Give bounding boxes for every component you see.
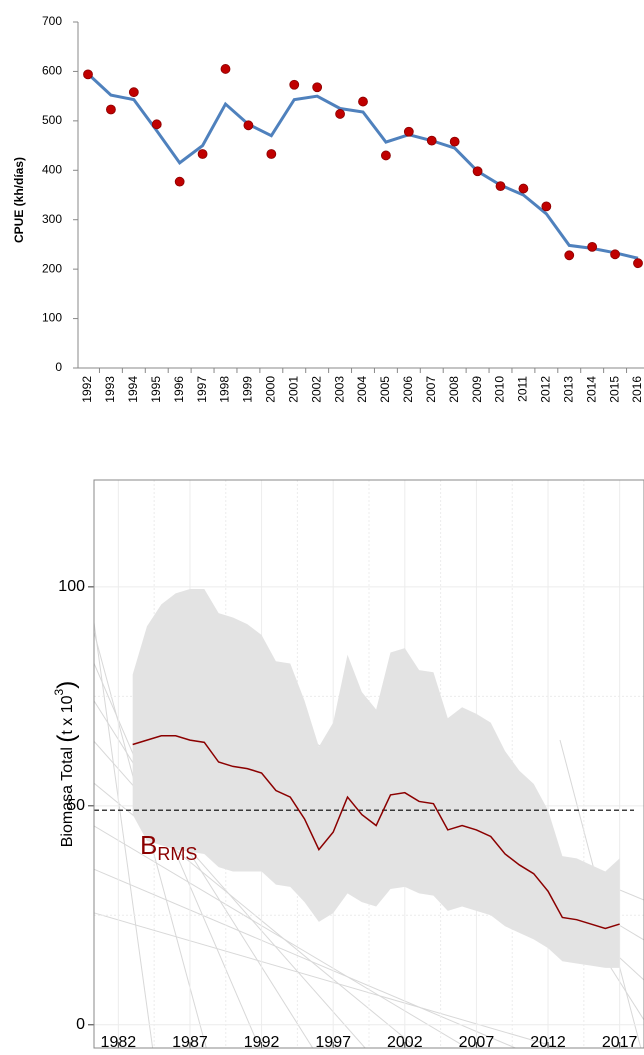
plot-frame: [93, 479, 644, 1049]
x-tick-label: 2010: [493, 376, 507, 403]
x-tick-label: 2011: [516, 376, 530, 402]
plot-area: [94, 480, 644, 1048]
x-tick-label: 2001: [286, 376, 300, 403]
x-tick-label: 1982: [101, 1034, 137, 1051]
data-point: [335, 109, 345, 119]
y-tick-label: 50: [67, 797, 85, 814]
label-sup: 3: [52, 688, 66, 695]
x-tick-label: 2017: [602, 1034, 638, 1051]
x-tick-label: 1999: [241, 376, 255, 403]
label-paren: ): [53, 681, 80, 689]
data-point: [587, 241, 598, 252]
annotation-sub: RMS: [157, 844, 197, 864]
x-tick-label: 2012: [539, 376, 553, 403]
x-tick-label: 2007: [424, 376, 438, 403]
isoline: [94, 868, 517, 1048]
x-tick-label: 2013: [561, 376, 575, 403]
label-paren: (: [53, 735, 80, 743]
data-point: [518, 183, 529, 194]
y-tick-label: 600: [42, 64, 62, 78]
data-point: [449, 136, 460, 147]
label-text: Biomasa Total: [59, 743, 76, 848]
y-tick-label: 700: [42, 14, 62, 28]
y-tick-label: 0: [55, 360, 62, 374]
y-tick-label: 100: [58, 578, 85, 595]
x-tick-label: 1992: [244, 1034, 280, 1051]
data-point: [151, 119, 162, 130]
x-tick-label: 1987: [172, 1034, 208, 1051]
y-tick-label: 300: [42, 212, 62, 226]
data-point: [197, 149, 208, 159]
series-line: [132, 735, 620, 930]
data-point: [106, 104, 116, 115]
x-tick-label: 2008: [447, 376, 461, 403]
x-tick-label: 1996: [172, 376, 186, 403]
x-tick-label: 2014: [584, 376, 598, 403]
x-tick-label: 1998: [218, 376, 232, 403]
isoline: [94, 825, 469, 1048]
x-tick-label: 2004: [355, 376, 369, 403]
label-unit: t x 10: [59, 695, 76, 734]
y-tick-label: 500: [42, 113, 62, 127]
data-point: [610, 249, 620, 260]
data-point: [381, 150, 391, 161]
x-tick-label: 1993: [103, 376, 117, 403]
data-point: [633, 258, 643, 269]
data-point: [289, 79, 300, 90]
data-point: [266, 149, 277, 159]
data-point: [83, 69, 93, 80]
y-tick-label: 0: [76, 1016, 85, 1033]
x-tick-label: 1997: [195, 376, 209, 403]
x-tick-label: 2009: [470, 376, 484, 403]
data-point: [403, 126, 414, 137]
data-point: [312, 82, 323, 93]
data-point: [426, 135, 437, 146]
data-point: [243, 120, 254, 131]
confidence-band: [132, 589, 620, 968]
x-tick-label: 2012: [530, 1034, 566, 1051]
x-tick-label: 2003: [332, 376, 346, 403]
x-tick-label: 2015: [607, 376, 621, 403]
y-axis-label: Biomasa Total (t x 103): [52, 681, 80, 847]
x-tick-label: 1994: [126, 376, 140, 403]
x-tick-label: 2005: [378, 376, 392, 403]
y-tick-label: 400: [42, 162, 62, 176]
annotation-text: B: [140, 830, 157, 860]
y-tick-label: 200: [42, 261, 62, 275]
isoline: [94, 912, 562, 1048]
x-tick-label: 2002: [387, 1034, 423, 1051]
series-line: [86, 72, 639, 260]
x-tick-label: 2006: [401, 376, 415, 403]
data-point: [174, 176, 185, 187]
data-point: [358, 96, 368, 107]
x-tick-label: 2016: [630, 376, 644, 403]
x-tick-label: 2007: [459, 1034, 495, 1051]
data-point: [541, 201, 552, 212]
y-tick-label: 100: [42, 311, 62, 325]
annotation: BRMS: [140, 830, 197, 864]
data-point: [564, 250, 575, 261]
x-tick-label: 2002: [309, 376, 323, 403]
x-tick-label: 1992: [80, 376, 94, 403]
y-axis-label: CPUE (kh/días): [12, 157, 26, 243]
data-point: [472, 166, 483, 177]
data-point: [128, 87, 139, 98]
data-point: [220, 64, 231, 74]
data-point: [495, 181, 506, 192]
x-tick-label: 2000: [264, 376, 278, 403]
x-tick-label: 1997: [315, 1034, 351, 1051]
x-tick-label: 1995: [149, 376, 163, 403]
